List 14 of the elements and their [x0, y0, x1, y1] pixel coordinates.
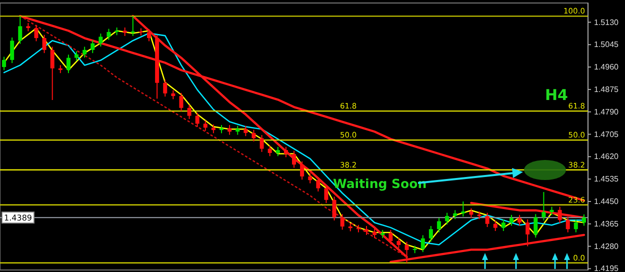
y-tick-label: 1.4960: [594, 62, 620, 72]
ref-line-label: 1.4389: [4, 214, 32, 223]
y-tick-label: 1.4365: [594, 219, 620, 228]
y-tick-label: 1.4620: [594, 152, 620, 162]
annotation: H4: [545, 86, 568, 104]
y-tick-label: 1.4705: [594, 130, 620, 139]
y-tick-label: 1.4450: [594, 197, 620, 206]
y-tick-label: 1.4790: [594, 107, 620, 116]
y-tick-label: 1.4535: [594, 174, 620, 184]
y-tick-label: 1.4280: [594, 242, 620, 251]
y-tick-label: 1.5130: [594, 18, 620, 27]
y-tick-label: 1.5045: [594, 40, 620, 50]
y-tick-label: 1.4875: [594, 85, 620, 94]
y-tick-label: 1.4195: [594, 264, 620, 272]
